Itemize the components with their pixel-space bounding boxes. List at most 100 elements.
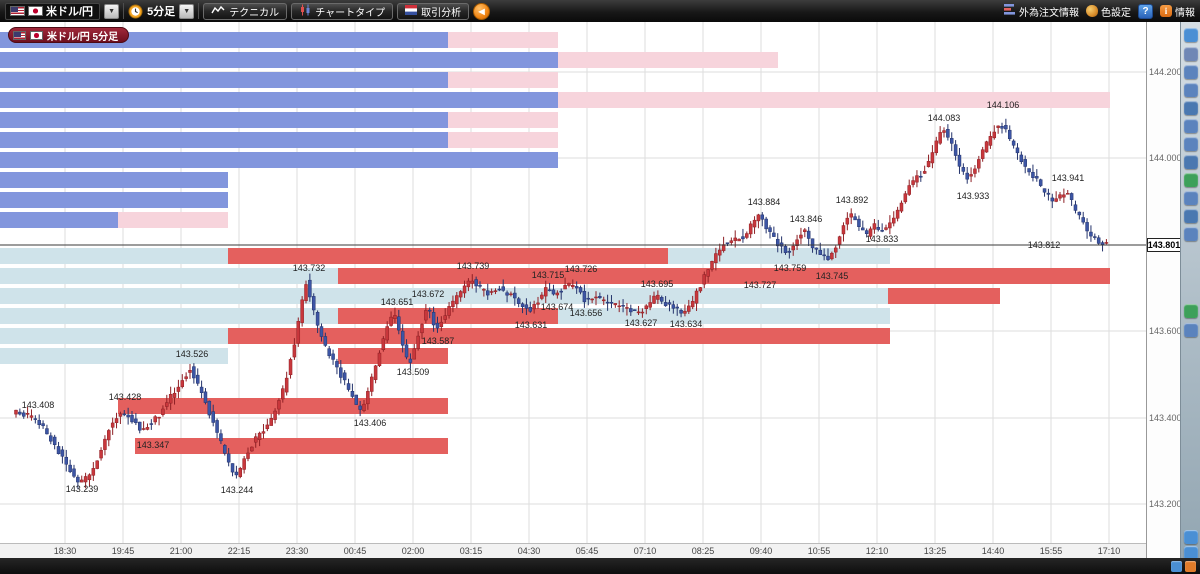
footer-info-icon[interactable] (1185, 560, 1196, 572)
price-label: 143.674 (541, 302, 574, 312)
sidebar-layout-icon[interactable] (1184, 304, 1198, 318)
price-label: 143.732 (293, 263, 326, 273)
sidebar-min-icon[interactable] (1184, 546, 1198, 560)
sidebar-eco-icon[interactable] (1184, 173, 1198, 187)
pair-dropdown-button[interactable]: ▼ (104, 3, 120, 19)
collapse-toolbar-button[interactable]: ◀ (473, 2, 491, 20)
x-axis-label: 04:30 (517, 546, 541, 556)
price-label: 143.892 (836, 195, 869, 205)
chart-canvas[interactable]: 143.408 143.239 143.428 143.347 143.526 143.2… (0, 22, 1146, 543)
price-label: 143.239 (66, 484, 99, 494)
price-label: 143.933 (957, 191, 990, 201)
jp-flag-icon (28, 6, 43, 16)
clock-icon (128, 4, 143, 19)
color-settings-label: 色設定 (1101, 7, 1131, 19)
sidebar-window-icon[interactable] (1184, 323, 1198, 337)
toolbar-right: 外為注文情報 色設定 ? i 情報 (1004, 3, 1195, 19)
sidebar-setting-icon[interactable] (1184, 227, 1198, 241)
sidebar-chart-icon[interactable] (1184, 65, 1198, 79)
chart-area: 143.408 143.239 143.428 143.347 143.526 143.2… (0, 22, 1146, 543)
sidebar-dock-icon[interactable] (1184, 530, 1198, 544)
technical-button-label: テクニカル (229, 7, 280, 19)
candlestick-icon (299, 4, 311, 19)
jp-flag-icon (30, 30, 43, 40)
price-label: 143.634 (670, 319, 703, 329)
x-axis-label: 05:45 (575, 546, 599, 556)
sidebar-memo-icon[interactable] (1184, 191, 1198, 205)
zigzag-icon (211, 5, 225, 18)
price-label: 143.715 (532, 270, 565, 280)
info-label: 情報 (1175, 7, 1195, 19)
price-label: 143.347 (137, 440, 170, 450)
price-label: 143.739 (457, 261, 490, 271)
help-button[interactable]: ? (1138, 3, 1153, 19)
price-label: 143.631 (515, 320, 548, 330)
price-label: 143.833 (866, 234, 899, 244)
bottom-bar (0, 558, 1200, 574)
x-axis-label: 18:30 (53, 546, 77, 556)
price-annotations: 143.408 143.239 143.428 143.347 143.526 143.2… (22, 100, 1085, 495)
chart-badge-label: 米ドル/円 5分足 (47, 31, 119, 43)
toolbar-divider (198, 3, 200, 19)
price-label: 143.627 (625, 318, 658, 328)
us-flag-icon (10, 6, 25, 16)
price-label: 144.106 (987, 100, 1020, 110)
pair-label: 米ドル/円 (46, 6, 94, 18)
sidebar-globe-icon[interactable] (1184, 28, 1198, 42)
timeframe-label: 5分足 (147, 6, 176, 18)
y-axis[interactable]: 143.801 144.200 144.000 143.600 143.400 143.… (1146, 22, 1182, 558)
pair-selector[interactable]: 米ドル/円 (5, 2, 101, 20)
price-label: 143.244 (221, 485, 254, 495)
chart-symbol-badge: 米ドル/円 5分足 (8, 27, 130, 43)
technical-button[interactable]: テクニカル (203, 2, 288, 20)
sidebar-order-icon[interactable] (1184, 83, 1198, 97)
toolbar-divider (123, 3, 125, 19)
trade-analysis-button[interactable]: 取引分析 (397, 2, 470, 20)
color-settings-button[interactable]: 色設定 (1086, 4, 1131, 19)
palette-icon (1086, 5, 1098, 17)
y-axis-label: 144.000 (1149, 153, 1182, 163)
sidebar-rate-icon[interactable] (1184, 101, 1198, 115)
price-label: 143.672 (412, 289, 445, 299)
info-button[interactable]: i 情報 (1160, 4, 1195, 19)
price-label: 143.406 (354, 418, 387, 428)
x-axis-label: 00:45 (343, 546, 367, 556)
chart-type-button[interactable]: チャートタイプ (291, 2, 394, 20)
price-label: 143.651 (381, 297, 414, 307)
footer-chart-icon[interactable] (1171, 560, 1182, 572)
order-bars-icon (1004, 4, 1016, 18)
x-axis-label: 22:15 (227, 546, 251, 556)
x-axis-label: 15:55 (1039, 546, 1063, 556)
sidebar-alert-icon[interactable] (1184, 155, 1198, 169)
us-flag-icon (13, 30, 26, 40)
toolbar: 米ドル/円 ▼ 5分足 ▼ テクニカル (0, 0, 1200, 22)
x-axis-label: 21:00 (169, 546, 193, 556)
x-axis-label: 10:55 (807, 546, 831, 556)
order-info-label: 外為注文情報 (1019, 7, 1079, 19)
x-axis-label: 09:40 (749, 546, 773, 556)
order-info-button[interactable]: 外為注文情報 (1004, 4, 1079, 19)
price-label: 143.526 (176, 349, 209, 359)
price-label: 143.884 (748, 197, 781, 207)
chart-type-button-label: チャートタイプ (315, 7, 386, 19)
timeframe-dropdown-button[interactable]: ▼ (179, 3, 195, 19)
sidebar-news-icon[interactable] (1184, 47, 1198, 61)
y-axis-label: 143.200 (1149, 499, 1182, 509)
x-axis[interactable]: 18:30 19:45 21:00 22:15 23:30 00:45 02:00 03:15… (0, 543, 1146, 558)
x-axis-label: 08:25 (691, 546, 715, 556)
price-label: 143.587 (422, 336, 455, 346)
sidebar-tool-icon[interactable] (1184, 119, 1198, 133)
price-label: 143.726 (565, 264, 598, 274)
price-label: 143.727 (744, 280, 777, 290)
price-label: 143.656 (570, 308, 603, 318)
price-label: 143.846 (790, 214, 823, 224)
x-axis-label: 17:10 (1097, 546, 1121, 556)
price-label: 143.745 (816, 271, 849, 281)
sidebar-help-icon[interactable] (1184, 209, 1198, 223)
x-axis-label: 02:00 (401, 546, 425, 556)
trade-analysis-button-label: 取引分析 (421, 7, 462, 19)
price-label: 144.083 (928, 113, 961, 123)
x-axis-label: 03:15 (459, 546, 483, 556)
sidebar-calendar-icon[interactable] (1184, 137, 1198, 151)
